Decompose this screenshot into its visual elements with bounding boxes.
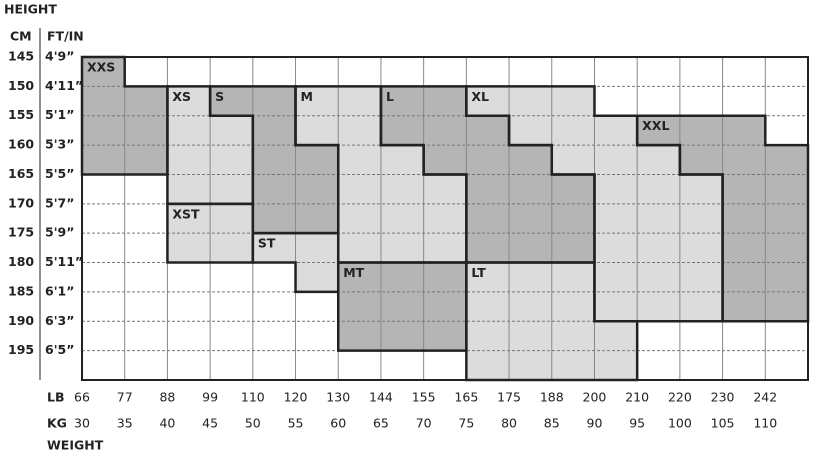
- lb-tick-label: 242: [753, 390, 777, 405]
- lb-tick-label: 66: [74, 390, 90, 405]
- cm-tick-label: 190: [8, 313, 34, 328]
- kg-tick-label: 100: [668, 416, 692, 431]
- cm-tick-label: 160: [8, 137, 34, 152]
- cm-tick-label: 170: [8, 195, 34, 210]
- lb-tick-label: 188: [540, 390, 564, 405]
- size-outline: [251, 231, 340, 294]
- lb-tick-label: 77: [117, 390, 133, 405]
- kg-tick-label: 110: [753, 416, 777, 431]
- footer: WEIGHT: [47, 438, 104, 453]
- size-label: XL: [471, 89, 489, 104]
- lb-tick-label: 120: [284, 390, 308, 405]
- kg-tick-label: 95: [629, 416, 645, 431]
- ft-tick-label: 5'1”: [45, 107, 74, 122]
- title: HEIGHT: [4, 2, 57, 17]
- ft-header: FT/IN: [47, 29, 84, 44]
- lb-tick-label: 210: [625, 390, 649, 405]
- ft-tick-label: 6'3”: [45, 313, 74, 328]
- lb-tick-label: 175: [497, 390, 521, 405]
- size-label: ST: [258, 236, 276, 251]
- kg-tick-label: 60: [330, 416, 346, 431]
- lb-tick-label: 144: [369, 390, 393, 405]
- kg-tick-label: 105: [711, 416, 735, 431]
- kg-tick-label: 70: [416, 416, 432, 431]
- size-region: [210, 86, 339, 234]
- size-label: LT: [471, 265, 486, 280]
- lb-tick-label: 165: [454, 390, 478, 405]
- grid-border: [81, 56, 809, 381]
- kg-tick-label: 35: [117, 416, 133, 431]
- size-label: L: [386, 89, 394, 104]
- kg-label: KG: [47, 416, 67, 431]
- size-label: XXS: [87, 60, 115, 75]
- size-label: XST: [172, 206, 200, 221]
- cm-header: CM: [10, 29, 32, 44]
- kg-tick-label: 40: [159, 416, 175, 431]
- cm-tick-label: 195: [8, 342, 34, 357]
- ft-tick-label: 5'9”: [45, 225, 74, 240]
- lb-tick-label: 130: [326, 390, 350, 405]
- cm-tick-label: 150: [8, 78, 34, 93]
- cm-tick-label: 145: [8, 49, 34, 64]
- kg-tick-label: 65: [373, 416, 389, 431]
- lb-tick-label: 155: [412, 390, 436, 405]
- size-label: MT: [343, 265, 364, 280]
- ft-tick-label: 4'9”: [45, 49, 74, 64]
- kg-tick-label: 30: [74, 416, 90, 431]
- kg-tick-label: 75: [458, 416, 474, 431]
- lb-tick-label: 99: [202, 390, 218, 405]
- kg-tick-label: 55: [288, 416, 304, 431]
- cm-tick-label: 155: [8, 107, 34, 122]
- kg-tick-label: 50: [245, 416, 261, 431]
- size-label: M: [301, 89, 313, 104]
- lb-tick-label: 230: [711, 390, 735, 405]
- ft-tick-label: 6'5”: [45, 342, 74, 357]
- kg-tick-label: 45: [202, 416, 218, 431]
- kg-tick-label: 80: [501, 416, 517, 431]
- cm-tick-label: 180: [8, 254, 34, 269]
- ft-tick-label: 5'5”: [45, 166, 74, 181]
- size-region: [338, 262, 467, 351]
- size-label: S: [215, 89, 224, 104]
- size-outline: [635, 114, 810, 323]
- size-label: XS: [172, 89, 191, 104]
- kg-tick-label: 85: [544, 416, 560, 431]
- ft-tick-label: 4'11”: [45, 78, 83, 93]
- kg-tick-label: 90: [587, 416, 603, 431]
- lb-tick-label: 88: [159, 390, 175, 405]
- size-label: XXL: [642, 118, 669, 133]
- ft-tick-label: 5'7”: [45, 195, 74, 210]
- cm-tick-label: 165: [8, 166, 34, 181]
- ft-tick-label: 5'11”: [45, 254, 83, 269]
- ft-tick-label: 6'1”: [45, 283, 74, 298]
- lb-tick-label: 110: [241, 390, 265, 405]
- cm-tick-label: 185: [8, 283, 34, 298]
- lb-tick-label: 220: [668, 390, 692, 405]
- lb-label: LB: [47, 390, 65, 405]
- lb-tick-label: 200: [583, 390, 607, 405]
- cm-tick-label: 175: [8, 225, 34, 240]
- ft-tick-label: 5'3”: [45, 137, 74, 152]
